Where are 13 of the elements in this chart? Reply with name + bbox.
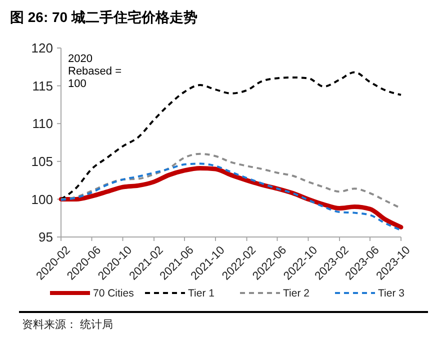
legend-label: Tier 3: [378, 288, 405, 300]
chart-title: 图 26: 70 城二手住宅价格走势: [10, 9, 198, 25]
text: 资料来源： 统计局: [22, 318, 114, 331]
y-tick-label: 95: [38, 230, 53, 245]
y-tick-label: 110: [32, 116, 53, 132]
y-tick-label: 115: [32, 78, 53, 94]
annotation: 2020 Rebased = 100: [68, 53, 122, 90]
y-tick-label: 120: [31, 40, 53, 56]
y-tick-label: 105: [31, 154, 53, 169]
y-tick-label: 100: [31, 192, 53, 207]
legend-label: Tier 1: [188, 288, 215, 300]
legend-label: Tier 2: [283, 288, 310, 300]
legend-label: 70 Cities: [93, 288, 134, 300]
